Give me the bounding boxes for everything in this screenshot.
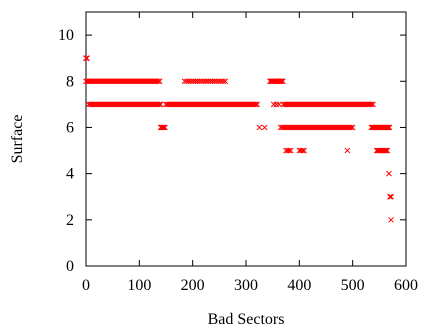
data-point bbox=[162, 124, 168, 131]
data-point bbox=[387, 193, 393, 200]
data-point bbox=[299, 147, 306, 154]
data-point bbox=[287, 147, 294, 154]
data-point bbox=[385, 124, 392, 131]
data-point bbox=[384, 147, 391, 154]
data-point bbox=[213, 78, 220, 85]
data-point bbox=[382, 147, 389, 154]
data-point bbox=[190, 78, 197, 85]
x-tick-label: 400 bbox=[287, 277, 311, 294]
data-point bbox=[194, 78, 201, 85]
y-tick-label: 10 bbox=[58, 27, 74, 44]
plot-frame bbox=[85, 11, 407, 267]
data-points bbox=[83, 55, 394, 223]
data-point bbox=[279, 78, 286, 85]
data-point bbox=[156, 78, 163, 85]
data-point bbox=[254, 101, 261, 108]
data-point bbox=[368, 101, 375, 108]
data-point bbox=[383, 147, 390, 154]
x-tick-label: 0 bbox=[82, 277, 90, 294]
x-tick-label: 200 bbox=[181, 277, 205, 294]
y-tick-label: 8 bbox=[66, 73, 74, 90]
y-tick-label: 6 bbox=[66, 119, 74, 136]
data-point bbox=[270, 101, 277, 108]
data-point bbox=[156, 101, 162, 108]
x-tick-label: 300 bbox=[234, 277, 258, 294]
y-tick-label: 2 bbox=[66, 212, 74, 229]
x-tick-label: 600 bbox=[394, 277, 418, 294]
data-point bbox=[252, 101, 259, 108]
data-point bbox=[198, 78, 205, 85]
data-point bbox=[186, 78, 192, 85]
data-point bbox=[273, 101, 280, 108]
data-point bbox=[349, 124, 356, 131]
data-point bbox=[181, 78, 188, 85]
data-point bbox=[218, 78, 224, 85]
data-point bbox=[384, 124, 391, 131]
data-point bbox=[286, 147, 293, 154]
data-point bbox=[211, 78, 218, 85]
data-point bbox=[301, 147, 307, 154]
data-point bbox=[222, 78, 229, 85]
data-point bbox=[386, 124, 393, 131]
data-point bbox=[207, 78, 214, 85]
y-tick-label: 0 bbox=[66, 258, 74, 275]
data-point bbox=[157, 101, 164, 108]
data-point bbox=[388, 193, 394, 200]
x-tick-label: 500 bbox=[341, 277, 365, 294]
data-point bbox=[220, 78, 226, 85]
data-point bbox=[83, 55, 89, 62]
data-point bbox=[386, 170, 392, 177]
data-point bbox=[215, 78, 222, 85]
data-point bbox=[155, 78, 161, 85]
y-tick-label: 4 bbox=[66, 166, 74, 183]
x-axis-title: Bad Sectors bbox=[208, 311, 285, 328]
data-point bbox=[192, 78, 199, 85]
data-point bbox=[348, 124, 354, 131]
data-point bbox=[276, 101, 282, 108]
data-point bbox=[278, 78, 285, 85]
data-point bbox=[370, 101, 376, 108]
data-point bbox=[159, 124, 166, 131]
data-point bbox=[205, 78, 211, 85]
data-point bbox=[256, 124, 263, 131]
y-axis-title: Surface bbox=[9, 115, 26, 164]
data-point bbox=[203, 78, 209, 85]
data-point bbox=[161, 124, 167, 131]
data-point bbox=[209, 78, 216, 85]
data-point bbox=[277, 78, 284, 85]
x-tick-label: 100 bbox=[127, 277, 151, 294]
data-point bbox=[344, 147, 351, 154]
data-point bbox=[84, 55, 90, 62]
data-point bbox=[201, 78, 207, 85]
axes: 0 100 200 300 400 500 600 0 2 4 6 8 10 bbox=[58, 11, 418, 294]
data-point bbox=[183, 78, 190, 85]
data-point bbox=[196, 78, 203, 85]
data-point bbox=[388, 216, 394, 223]
data-point bbox=[261, 124, 268, 131]
data-point bbox=[188, 78, 194, 85]
